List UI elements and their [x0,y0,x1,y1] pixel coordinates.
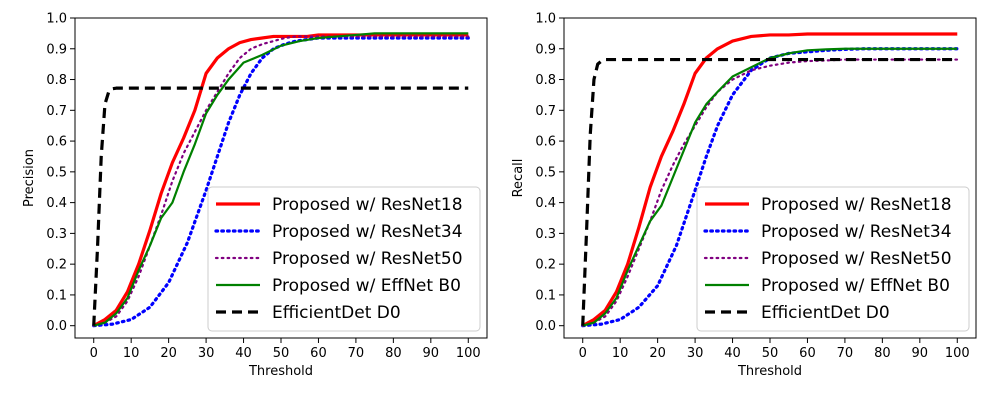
x-tick-label: 20 [649,346,666,361]
x-tick-label: 70 [837,346,854,361]
x-tick-label: 80 [385,346,402,361]
y-tick-label: 1.0 [535,12,556,27]
y-axis-label: Precision [22,149,37,207]
y-tick-label: 0.6 [535,135,556,150]
x-tick-label: 60 [310,346,327,361]
x-tick-label: 70 [348,346,365,361]
series-line-4 [93,32,469,327]
legend-label-2: Proposed w/ ResNet34 [272,222,463,242]
y-tick-label: 0.5 [535,165,556,180]
x-tick-label: 10 [123,346,140,361]
y-tick-label: 0.6 [46,135,67,150]
legend: Proposed w/ ResNet18 Proposed w/ ResNet34… [207,186,481,332]
x-tick-label: 40 [724,346,741,361]
legend-label-1: Proposed w/ ResNet18 [761,195,952,215]
y-tick-label: 0.3 [46,227,67,242]
x-tick-label: 0 [579,346,587,361]
y-tick-label: 0.8 [46,73,67,88]
y-tick-label: 0.2 [535,258,556,273]
series-line-3 [92,35,470,327]
x-tick-label: 50 [273,346,290,361]
x-tick-label: 90 [912,346,929,361]
x-tick-label: 20 [160,346,177,361]
x-tick-label: 100 [945,346,970,361]
series-line-1 [581,32,958,328]
y-tick-label: 0.7 [46,104,67,119]
series-line-5 [581,57,958,326]
series-line-5 [92,86,469,326]
y-tick-label: 0.7 [535,104,556,119]
y-tick-label: 0.1 [535,288,556,303]
x-tick-label: 40 [235,346,252,361]
y-tick-label: 0.9 [535,42,556,57]
legend-label-2: Proposed w/ ResNet34 [761,222,952,242]
y-tick-label: 0.1 [46,288,67,303]
series-line-1 [92,33,469,328]
x-tick-label: 10 [612,346,629,361]
y-tick-label: 0.0 [46,319,67,334]
x-tick-label: 90 [423,346,440,361]
y-tick-label: 0.8 [535,73,556,88]
x-tick-label: 50 [762,346,779,361]
precision-chart: 0 10 20 30 40 50 60 70 80 90 100 0.0 0.1 0.2 0.3 0.4 0.5… [22,12,488,379]
x-tick-label: 60 [799,346,816,361]
x-tick-label: 80 [874,346,891,361]
x-tick-label: 0 [90,346,98,361]
legend-box [696,186,970,332]
y-tick-label: 0.5 [46,165,67,180]
y-tick-label: 0.2 [46,258,67,273]
legend-label-1: Proposed w/ ResNet18 [272,195,463,215]
x-axis-label: Threshold [248,364,313,379]
y-tick-label: 0.9 [46,42,67,57]
y-tick-label: 0.3 [535,227,556,242]
legend: Proposed w/ ResNet18 Proposed w/ ResNet34… [696,186,970,332]
legend-label-4: Proposed w/ EffNet B0 [272,276,461,296]
legend-label-3: Proposed w/ ResNet50 [761,249,952,269]
x-tick-label: 100 [456,346,481,361]
legend-label-5: EfficientDet D0 [272,303,401,323]
recall-chart: 0 10 20 30 40 50 60 70 80 90 100 0.0 0.1 0.2 0.3 0.4 0.5… [511,12,977,379]
legend-box [207,186,481,332]
y-tick-label: 0.4 [535,196,556,211]
legend-label-5: EfficientDet D0 [761,303,890,323]
y-axis-label: Recall [511,159,526,198]
y-tick-label: 1.0 [46,12,67,27]
series-line-4 [582,47,958,327]
legend-label-3: Proposed w/ ResNet50 [272,249,463,269]
y-tick-label: 0.4 [46,196,67,211]
x-axis-label: Threshold [737,364,802,379]
x-tick-label: 30 [198,346,215,361]
y-tick-label: 0.0 [535,319,556,334]
x-tick-label: 30 [687,346,704,361]
legend-label-4: Proposed w/ EffNet B0 [761,276,950,296]
